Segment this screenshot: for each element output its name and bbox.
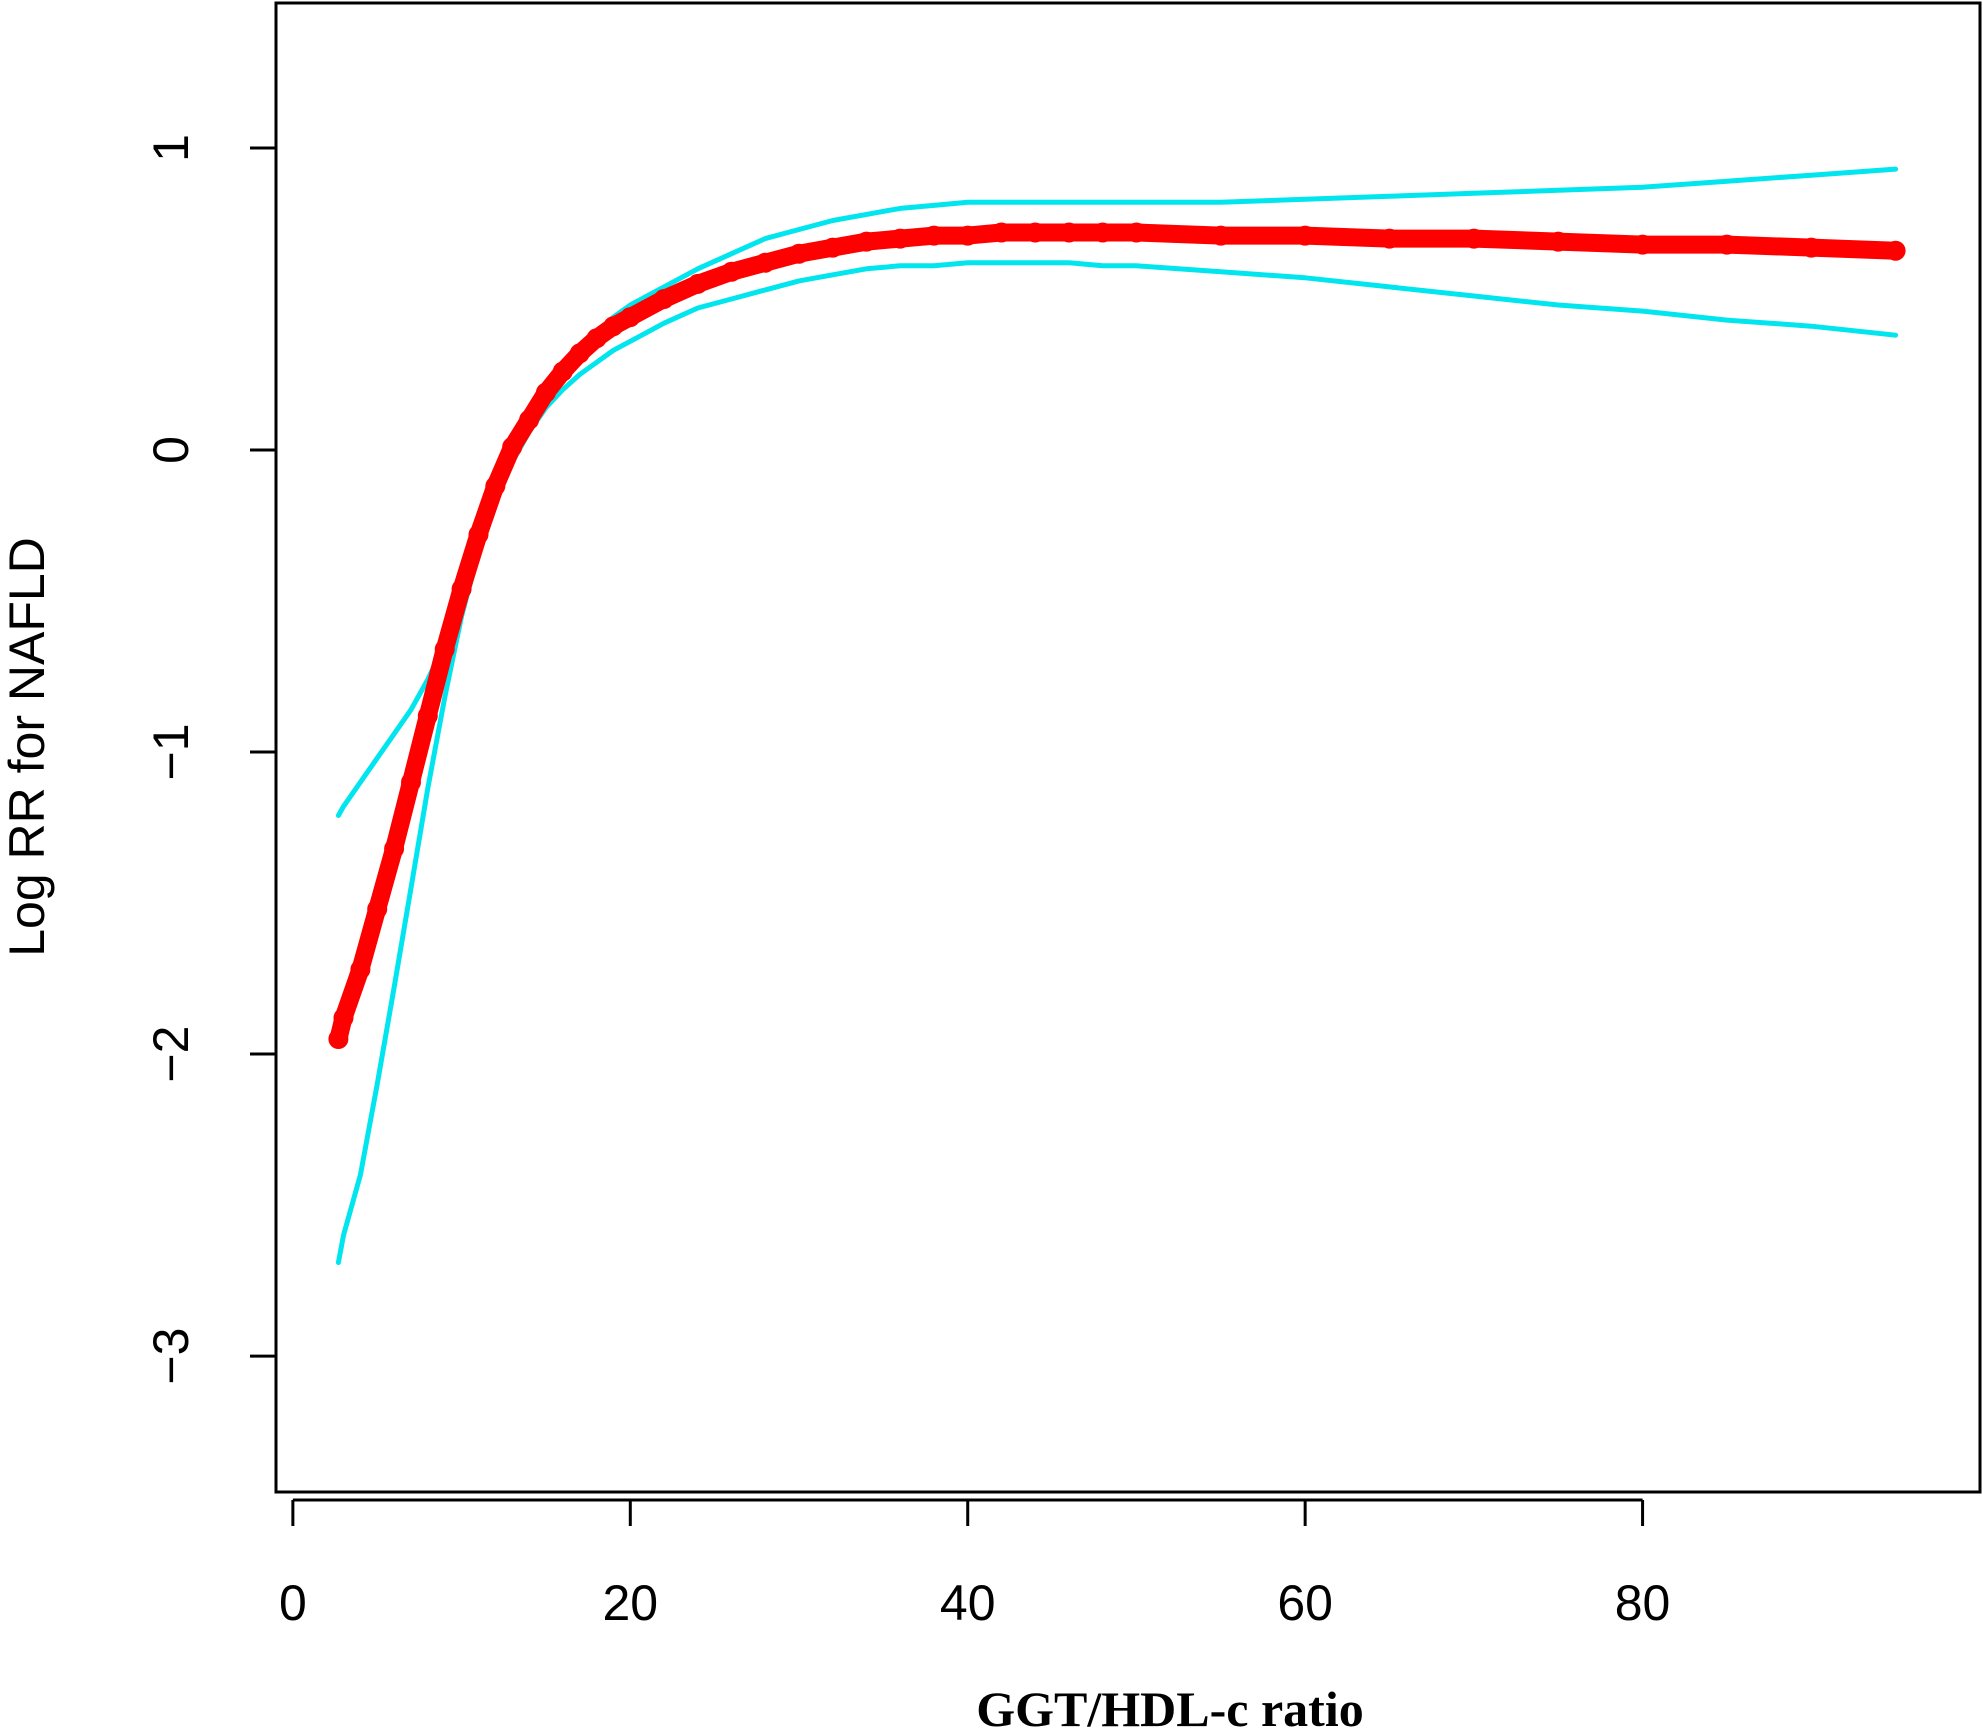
estimate-point — [789, 243, 809, 264]
estimate-point — [924, 225, 944, 246]
estimate-point — [586, 328, 607, 349]
estimate-point — [1885, 240, 1906, 261]
estimate-layer — [328, 222, 1906, 1049]
estimate-point — [485, 476, 506, 497]
estimate-point — [367, 899, 388, 920]
estimate-point — [1548, 231, 1569, 252]
x-tick-label: 60 — [1277, 1575, 1333, 1631]
x-tick-label: 40 — [940, 1575, 996, 1631]
estimate-point — [957, 225, 978, 246]
estimate-point — [451, 578, 472, 599]
estimate-point — [519, 409, 540, 430]
estimate-point — [1295, 225, 1316, 246]
estimate-point — [1379, 228, 1400, 249]
estimate-point — [1092, 222, 1113, 243]
x-tick-label: 0 — [279, 1575, 307, 1631]
estimate-point — [856, 231, 877, 252]
y-axis: −3 −2 −1 0 1 — [143, 134, 276, 1385]
estimate-point — [654, 289, 674, 309]
estimate-point — [1463, 228, 1484, 249]
estimate-point — [333, 1007, 354, 1028]
estimate-point — [417, 705, 438, 726]
estimate-point — [468, 524, 489, 545]
estimate-point — [1126, 222, 1147, 243]
estimate-point — [1716, 234, 1737, 255]
estimate-point — [434, 639, 455, 660]
estimate-point — [991, 222, 1012, 243]
estimate-point — [890, 228, 911, 249]
y-tick-label: −3 — [143, 1328, 199, 1385]
x-tick-label: 20 — [602, 1575, 658, 1631]
estimate-point — [328, 1029, 349, 1049]
estimate-point — [384, 838, 405, 859]
confidence-band-layer — [335, 166, 1899, 1265]
estimate-point — [687, 273, 708, 294]
x-axis: 0 20 40 60 80 — [279, 1498, 1671, 1631]
estimate-point — [1801, 237, 1822, 258]
estimate-point — [350, 959, 371, 980]
y-tick-label: 0 — [143, 436, 199, 464]
estimate-point — [502, 437, 523, 457]
estimate-point — [535, 382, 556, 403]
estimate-point — [569, 343, 590, 364]
x-tick-label: 80 — [1615, 1575, 1671, 1631]
y-axis-label: Log RR for NAFLD — [0, 537, 55, 957]
estimate-point — [721, 261, 742, 282]
estimate-point — [1025, 222, 1046, 243]
plot-frame — [274, 1, 1982, 1494]
estimate-point — [1210, 225, 1231, 246]
y-tick-label: −2 — [143, 1026, 199, 1083]
y-tick-label: −1 — [143, 723, 199, 780]
estimate-point — [401, 772, 421, 793]
estimate-point — [552, 361, 573, 382]
estimate-point — [620, 307, 641, 328]
estimate-point — [755, 252, 776, 273]
estimate-point — [1059, 222, 1079, 243]
ci-lower-line — [335, 260, 1899, 1265]
estimate-point — [603, 316, 624, 337]
y-tick-label: 1 — [143, 134, 199, 162]
estimate-point — [822, 237, 843, 258]
estimate-point — [1632, 234, 1653, 255]
x-axis-label: GGT/HDL-c ratio — [976, 1681, 1363, 1734]
